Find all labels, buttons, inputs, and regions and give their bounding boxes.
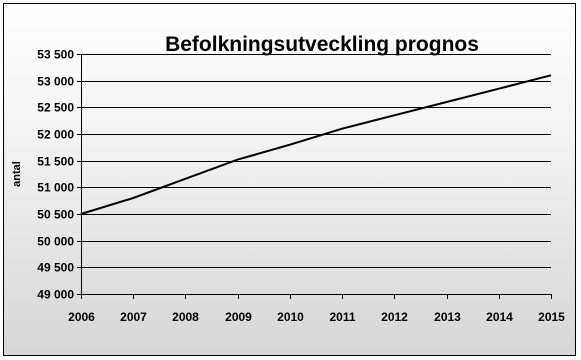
y-axis-label: antal xyxy=(11,161,23,187)
y-tick-label: 51 500 xyxy=(37,155,74,169)
x-tick-label: 2006 xyxy=(68,310,95,324)
y-tick-label: 49 000 xyxy=(37,288,74,302)
x-tick-label: 2008 xyxy=(172,310,199,324)
x-tick-label: 2013 xyxy=(434,310,461,324)
y-tick-label: 53 500 xyxy=(37,48,74,62)
chart-frame xyxy=(3,3,576,356)
series-line xyxy=(80,74,552,215)
y-tick-label: 52 000 xyxy=(37,128,74,142)
gridlines xyxy=(77,54,552,299)
x-tick-label: 2012 xyxy=(381,310,408,324)
x-tick-label: 2011 xyxy=(329,310,355,324)
x-tick-label: 2007 xyxy=(120,310,147,324)
x-tick-label: 2014 xyxy=(486,310,513,324)
y-tick-label: 52 500 xyxy=(37,101,74,115)
y-tick-label: 51 000 xyxy=(37,181,74,195)
x-tick-labels: 2006 2007 2008 2009 2010 2011 2012 2013 2014 2015 xyxy=(68,310,565,324)
y-tick-label: 49 500 xyxy=(37,261,74,275)
y-tick-label: 53 000 xyxy=(37,75,74,89)
y-tick-label: 50 000 xyxy=(37,235,74,249)
x-tick-label: 2009 xyxy=(225,310,252,324)
chart-title: Befolkningsutveckling prognos xyxy=(165,33,479,56)
x-tick-label: 2010 xyxy=(277,310,304,324)
x-tick-label: 2015 xyxy=(538,310,565,324)
y-tick-labels: 49 000 49 500 50 000 50 500 51 000 51 500 52 0… xyxy=(37,48,74,302)
y-tick-label: 50 500 xyxy=(37,208,74,222)
series-layer xyxy=(80,74,552,215)
